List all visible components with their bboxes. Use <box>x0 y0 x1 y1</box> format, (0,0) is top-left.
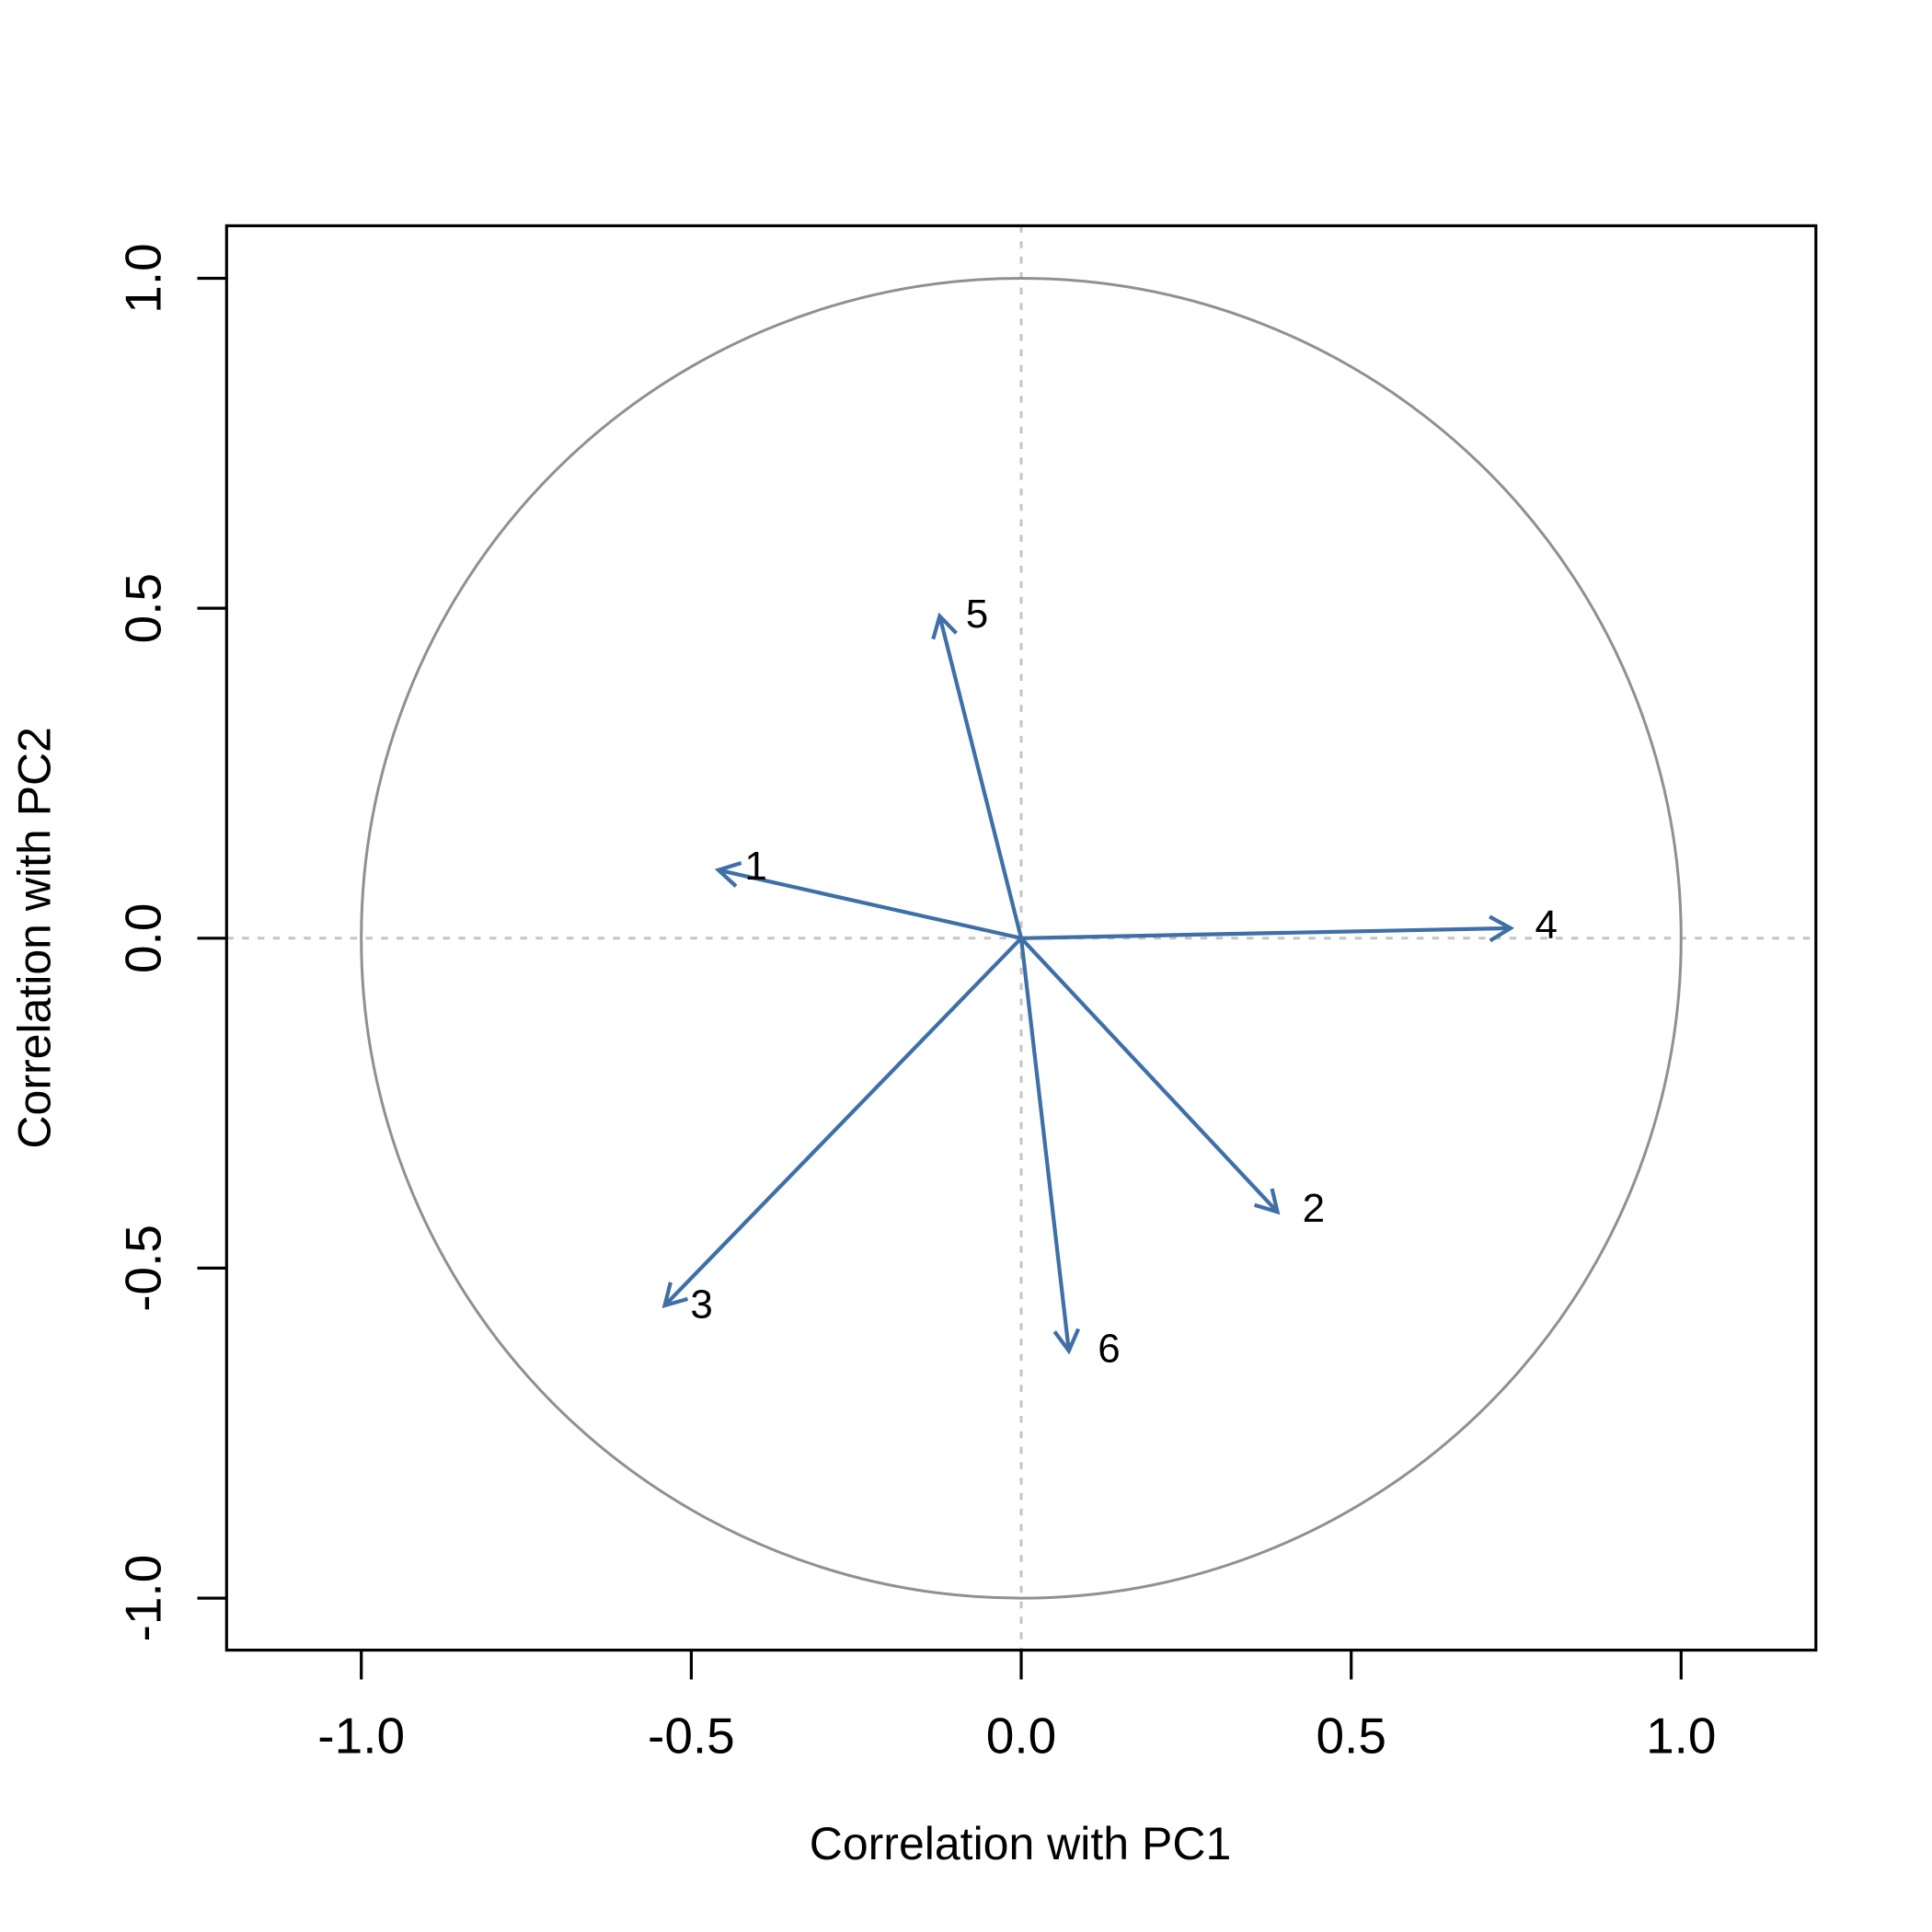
svg-text:6: 6 <box>1098 1327 1120 1372</box>
svg-text:-0.5: -0.5 <box>115 1225 172 1312</box>
svg-text:Correlation with PC2: Correlation with PC2 <box>9 727 61 1149</box>
svg-text:1.0: 1.0 <box>1646 1708 1716 1765</box>
svg-text:-0.5: -0.5 <box>648 1708 735 1765</box>
svg-text:1.0: 1.0 <box>115 243 172 313</box>
svg-text:-1.0: -1.0 <box>317 1708 405 1765</box>
svg-text:3: 3 <box>690 1282 712 1328</box>
svg-text:5: 5 <box>966 592 988 637</box>
svg-text:2: 2 <box>1303 1186 1325 1231</box>
svg-text:0.5: 0.5 <box>115 573 172 643</box>
svg-text:Correlation with PC1: Correlation with PC1 <box>810 1818 1232 1869</box>
svg-text:1: 1 <box>744 844 766 889</box>
svg-text:-1.0: -1.0 <box>115 1555 172 1642</box>
svg-text:4: 4 <box>1535 903 1557 948</box>
svg-text:0.0: 0.0 <box>115 903 172 973</box>
svg-text:0.5: 0.5 <box>1316 1708 1386 1765</box>
svg-text:0.0: 0.0 <box>986 1708 1056 1765</box>
